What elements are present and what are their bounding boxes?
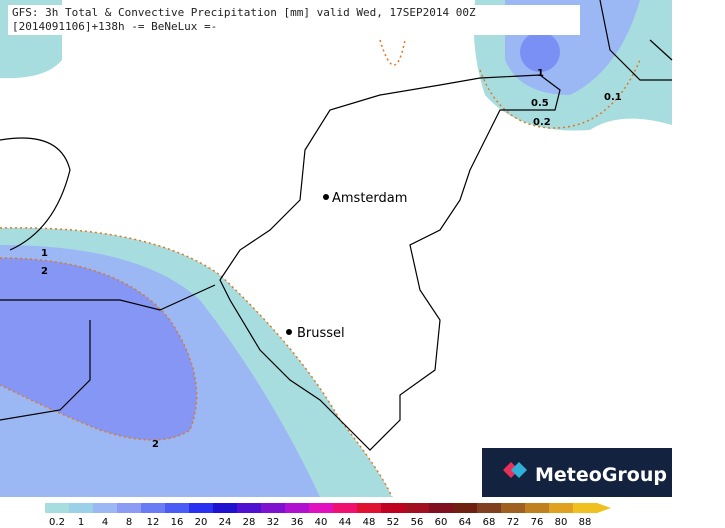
logo-text: MeteoGroup <box>535 464 667 486</box>
legend-swatch <box>333 503 358 513</box>
legend-swatch <box>477 503 502 513</box>
city-dot <box>323 194 329 200</box>
legend-swatch <box>261 503 286 513</box>
legend-label: 1 <box>78 517 84 528</box>
legend-label: 0.2 <box>49 517 65 528</box>
contour <box>0 257 198 441</box>
legend-label: 68 <box>483 517 496 528</box>
legend-label: 48 <box>363 517 376 528</box>
legend-swatch <box>165 503 190 513</box>
contour-label: 0.2 <box>533 117 551 128</box>
legend-label: 36 <box>291 517 304 528</box>
legend-swatch <box>237 503 262 513</box>
logo-icon <box>511 462 527 478</box>
contour-label: 2 <box>41 266 48 277</box>
legend-swatch <box>285 503 310 513</box>
contour <box>479 59 641 129</box>
legend-label: 20 <box>195 517 208 528</box>
legend-swatch <box>189 503 214 513</box>
legend-swatch <box>117 503 142 513</box>
legend-swatch <box>93 503 118 513</box>
legend-label: 12 <box>147 517 160 528</box>
contour-label: 0.1 <box>604 92 622 103</box>
legend-label: 16 <box>171 517 184 528</box>
legend-label: 32 <box>267 517 280 528</box>
legend-label: 44 <box>339 517 352 528</box>
legend-swatch <box>573 503 598 513</box>
legend-swatch <box>549 503 574 513</box>
legend-swatch <box>213 503 238 513</box>
title: GFS: 3h Total & Convective Precipitation… <box>12 6 476 19</box>
legend-label: 28 <box>243 517 256 528</box>
city-label: Amsterdam <box>332 191 407 206</box>
contour-label: 0.5 <box>531 98 549 109</box>
legend-swatch <box>525 503 550 513</box>
legend-label: 76 <box>531 517 544 528</box>
legend-label: 72 <box>507 517 520 528</box>
precip-area <box>0 258 197 440</box>
legend-label: 24 <box>219 517 232 528</box>
legend-label: 8 <box>126 517 132 528</box>
legend-label: 64 <box>459 517 472 528</box>
coastline <box>599 0 673 81</box>
legend-swatch <box>69 503 94 513</box>
contour <box>0 227 393 498</box>
coastline <box>0 137 216 421</box>
legend-label: 52 <box>387 517 400 528</box>
legend-label: 4 <box>102 517 108 528</box>
legend-swatch <box>453 503 478 513</box>
legend-label: 60 <box>435 517 448 528</box>
legend-label: 40 <box>315 517 328 528</box>
legend-swatch <box>501 503 526 513</box>
legend-swatch <box>141 503 166 513</box>
contour-label: 1 <box>41 248 48 259</box>
legend-swatch <box>45 503 70 513</box>
city-label: Brussel <box>297 326 345 341</box>
legend-label: 88 <box>579 517 592 528</box>
legend-swatch <box>357 503 382 513</box>
legend-swatch <box>429 503 454 513</box>
legend-swatch <box>381 503 406 513</box>
contour-label: 2 <box>152 439 159 450</box>
subtitle: [2014091106]+138h -= BeNeLux =- <box>12 20 217 33</box>
legend-swatch <box>405 503 430 513</box>
contour-label: 1 <box>537 68 544 79</box>
legend-arrow <box>597 503 611 513</box>
city-dot <box>286 329 292 335</box>
coastline <box>219 74 561 451</box>
header-box <box>8 5 580 35</box>
legend-swatch <box>309 503 334 513</box>
legend-label: 80 <box>555 517 568 528</box>
legend-label: 56 <box>411 517 424 528</box>
precip-core <box>520 32 560 72</box>
